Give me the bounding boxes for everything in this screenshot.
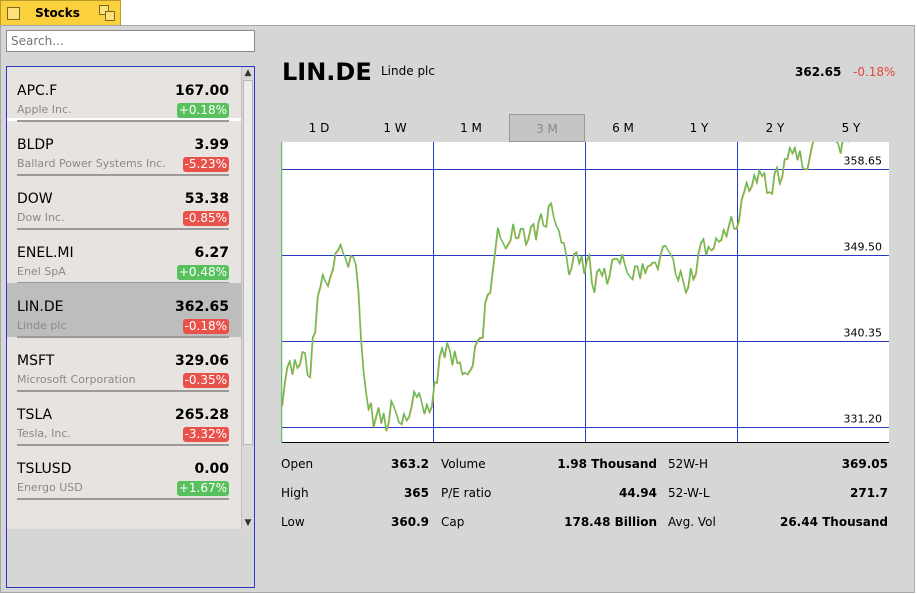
- stock-price: 362.65: [174, 299, 229, 315]
- change-badge: -0.35%: [182, 373, 229, 388]
- row-divider: [17, 498, 229, 500]
- stats-panel: Open 363.2 High 365 Low 360.9 Volume 1.9…: [281, 455, 889, 535]
- change-badge: -5.23%: [182, 157, 229, 172]
- y-tick-label: 358.65: [844, 155, 883, 168]
- stock-name: Ballard Power Systems Inc.: [17, 157, 166, 170]
- search-input[interactable]: [6, 30, 255, 52]
- stock-symbol: LIN.DE: [17, 299, 64, 315]
- scrollbar-thumb[interactable]: [243, 80, 253, 445]
- stock-price: 3.99: [194, 137, 229, 153]
- volume-label: Volume: [441, 457, 486, 471]
- y-tick-label: 340.35: [844, 327, 883, 340]
- w52l-label: 52-W-L: [668, 486, 710, 500]
- row-divider: [17, 228, 229, 230]
- high-value: 365: [403, 486, 429, 500]
- stock-name: Dow Inc.: [17, 211, 65, 224]
- row-divider: [17, 390, 229, 392]
- range-button[interactable]: 5 Y: [841, 121, 861, 135]
- stock-list-item[interactable]: TSLUSD 0.00 Energo USD +1.67%: [7, 445, 241, 500]
- cap-label: Cap: [441, 515, 465, 529]
- range-button[interactable]: 3 M: [509, 114, 585, 142]
- change-badge: -3.32%: [182, 427, 229, 442]
- stock-list: APC.F 167.00 Apple Inc. +0.18% BLDP 3.99 Balla…: [7, 67, 241, 529]
- change-badge: +1.67%: [176, 481, 229, 496]
- open-value: 363.2: [391, 457, 429, 471]
- change-badge: -0.18%: [182, 319, 229, 334]
- high-label: High: [281, 486, 309, 500]
- change-badge: -0.85%: [182, 211, 229, 226]
- stock-list-item[interactable]: TSLA 265.28 Tesla, Inc. -3.32%: [7, 391, 241, 446]
- range-button[interactable]: 1 W: [383, 121, 407, 135]
- stock-price: 0.00: [194, 461, 229, 477]
- w52l-value: 271.7: [850, 486, 888, 500]
- row-highlight: [7, 118, 241, 121]
- stock-list-item[interactable]: BLDP 3.99 Ballard Power Systems Inc. -5.23%: [7, 121, 241, 176]
- change-badge: +0.48%: [176, 265, 229, 280]
- row-divider: [17, 174, 229, 176]
- stock-symbol: ENEL.MI: [17, 245, 74, 261]
- stock-symbol: TSLUSD: [17, 461, 72, 477]
- y-tick-label: 331.20: [844, 413, 883, 426]
- low-label: Low: [281, 515, 305, 529]
- stock-list-item[interactable]: LIN.DE 362.65 Linde plc -0.18%: [7, 283, 241, 338]
- stock-name: Microsoft Corporation: [17, 373, 136, 386]
- stock-name: Enel SpA: [17, 265, 66, 278]
- volume-value: 1.98 Thousand: [557, 457, 657, 471]
- range-button[interactable]: 6 M: [612, 121, 634, 135]
- stock-list-item[interactable]: MSFT 329.06 Microsoft Corporation -0.35%: [7, 337, 241, 392]
- open-label: Open: [281, 457, 314, 471]
- pe-label: P/E ratio: [441, 486, 492, 500]
- stock-symbol: APC.F: [17, 83, 58, 99]
- window-icon: [7, 7, 20, 20]
- range-button[interactable]: 1 Y: [689, 121, 709, 135]
- stock-price: 265.28: [174, 407, 229, 423]
- avgvol-label: Avg. Vol: [668, 515, 716, 529]
- stock-price: 53.38: [184, 191, 229, 207]
- tab-stocks[interactable]: Stocks: [0, 0, 121, 26]
- stock-name: Linde plc: [17, 319, 67, 332]
- stock-price: 329.06: [174, 353, 229, 369]
- tab-title: Stocks: [35, 6, 80, 20]
- price-chart: 358.65 349.50 340.35 331.20: [281, 142, 889, 443]
- tab-bar: Stocks: [0, 0, 917, 26]
- stock-symbol: BLDP: [17, 137, 54, 153]
- range-button[interactable]: 1 M: [460, 121, 482, 135]
- row-divider: [17, 336, 229, 338]
- stock-symbol: DOW: [17, 191, 53, 207]
- series-line: [281, 142, 848, 431]
- w52h-value: 369.05: [841, 457, 888, 471]
- scroll-up-icon[interactable]: ▲: [244, 68, 252, 78]
- selected-symbol: LIN.DE: [282, 58, 372, 86]
- scroll-down-icon[interactable]: ▼: [244, 518, 252, 528]
- range-selector: 1 D 1 W 1 M 3 M 6 M 1 Y 2 Y 5 Y: [281, 114, 889, 142]
- stock-list-item[interactable]: APC.F 167.00 Apple Inc. +0.18%: [7, 67, 241, 122]
- stock-list-item[interactable]: DOW 53.38 Dow Inc. -0.85%: [7, 175, 241, 230]
- low-value: 360.9: [391, 515, 429, 529]
- range-button[interactable]: 1 D: [308, 121, 330, 135]
- w52h-label: 52W-H: [668, 457, 709, 471]
- pe-value: 44.94: [619, 486, 657, 500]
- stock-name: Apple Inc.: [17, 103, 72, 116]
- range-button[interactable]: 2 Y: [765, 121, 785, 135]
- avgvol-value: 26.44 Thousand: [779, 515, 888, 529]
- stock-symbol: TSLA: [17, 407, 53, 423]
- stock-price: 167.00: [174, 83, 229, 99]
- restore-icon[interactable]: [99, 5, 117, 23]
- cap-value: 178.48 Billion: [564, 515, 657, 529]
- stock-name: Tesla, Inc.: [17, 427, 71, 440]
- stock-price: 6.27: [194, 245, 229, 261]
- list-scrollbar[interactable]: ▲ ▼: [241, 67, 254, 529]
- row-divider: [17, 444, 229, 446]
- y-tick-label: 349.50: [844, 241, 883, 254]
- row-divider: [17, 120, 229, 122]
- stock-name: Energo USD: [17, 481, 83, 494]
- selected-company-name: Linde plc: [381, 64, 435, 78]
- stock-symbol: MSFT: [17, 353, 55, 369]
- selected-change: -0.18%: [853, 65, 896, 79]
- selected-price: 362.65: [795, 65, 842, 79]
- stock-list-item[interactable]: ENEL.MI 6.27 Enel SpA +0.48%: [7, 229, 241, 284]
- change-badge: +0.18%: [176, 103, 229, 118]
